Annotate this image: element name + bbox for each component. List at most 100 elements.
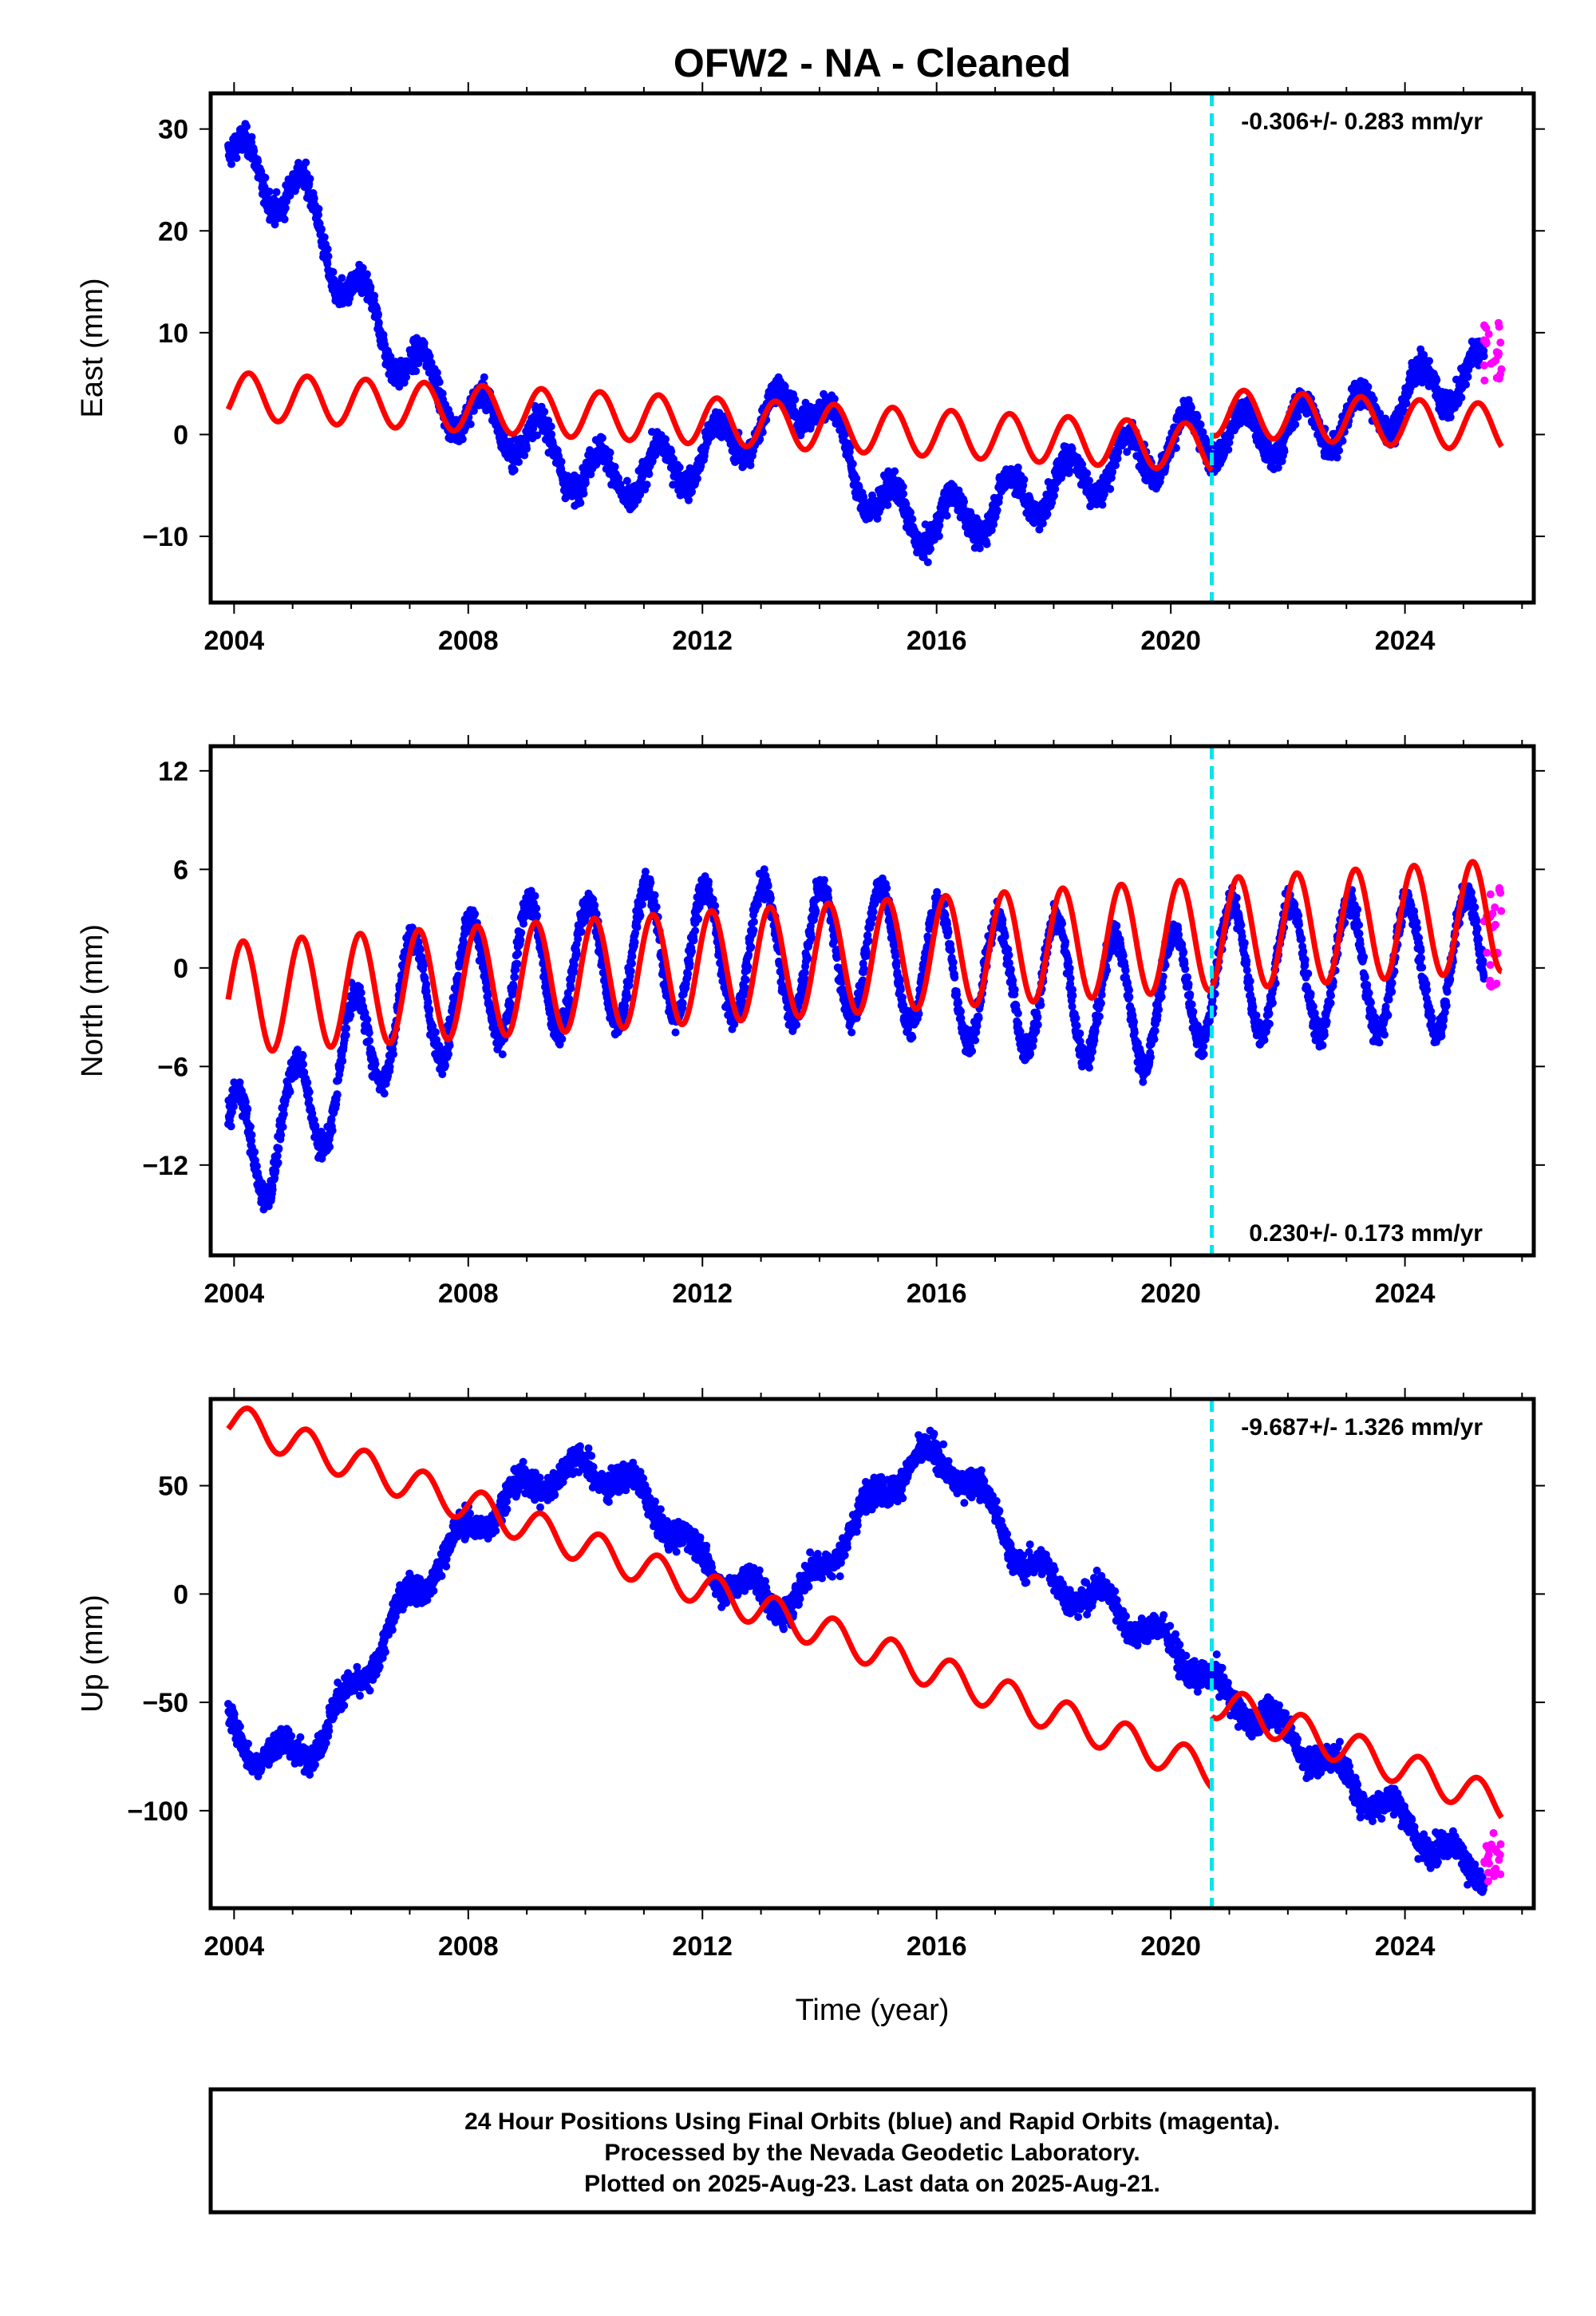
- data-point: [873, 514, 882, 523]
- data-point: [1333, 453, 1341, 462]
- data-point: [306, 175, 314, 183]
- data-point: [329, 267, 338, 276]
- data-point: [636, 490, 645, 499]
- data-point: [424, 998, 433, 1006]
- data-point: [1013, 463, 1022, 472]
- data-point: [830, 394, 839, 403]
- rapid-data-point: [1479, 361, 1488, 370]
- data-point: [670, 455, 678, 464]
- data-point: [422, 980, 431, 989]
- data-point: [229, 1102, 238, 1111]
- data-point: [250, 147, 259, 156]
- data-point: [323, 245, 332, 254]
- data-point: [547, 430, 556, 439]
- data-point: [386, 352, 395, 361]
- y-tick-label: 30: [158, 115, 188, 145]
- rapid-data-point: [1480, 376, 1489, 385]
- data-point: [1369, 395, 1378, 404]
- data-point: [516, 936, 525, 944]
- data-point: [310, 194, 318, 203]
- data-point: [435, 377, 444, 386]
- data-point: [324, 252, 333, 261]
- data-point: [279, 1123, 287, 1131]
- data-point: [942, 512, 951, 520]
- data-point: [433, 369, 441, 377]
- data-point: [380, 1089, 389, 1098]
- data-point: [438, 1070, 447, 1078]
- data-point: [1425, 357, 1433, 366]
- data-point: [419, 961, 428, 970]
- data-point: [515, 457, 523, 466]
- data-point: [365, 1029, 373, 1037]
- data-point: [480, 373, 488, 381]
- data-point: [891, 467, 899, 476]
- data-point: [366, 283, 375, 291]
- data-point: [305, 1088, 314, 1097]
- rapid-data-point: [1494, 318, 1503, 327]
- data-point: [338, 1057, 347, 1065]
- x-tick-label: 2024: [1375, 626, 1436, 656]
- data-point: [323, 259, 332, 268]
- data-point: [280, 215, 289, 223]
- data-point: [675, 463, 684, 472]
- data-point: [286, 1088, 294, 1096]
- data-point: [1050, 492, 1058, 500]
- data-point: [1112, 461, 1120, 469]
- data-point: [622, 476, 631, 485]
- data-point: [302, 158, 310, 167]
- data-point: [923, 558, 932, 567]
- data-point: [1085, 476, 1093, 485]
- data-point: [1193, 413, 1202, 421]
- data-point: [610, 462, 619, 471]
- data-point: [342, 1024, 351, 1033]
- data-point: [277, 1131, 286, 1140]
- data-point: [438, 389, 447, 398]
- data-point: [374, 318, 383, 327]
- data-point: [693, 474, 701, 483]
- data-point: [519, 919, 527, 928]
- data-point: [533, 911, 541, 920]
- data-point: [1224, 445, 1233, 454]
- data-point: [557, 457, 566, 466]
- data-point: [227, 160, 235, 168]
- y-tick-label: 0: [173, 420, 188, 450]
- data-point: [1457, 393, 1466, 402]
- data-point: [374, 310, 382, 318]
- data-point: [975, 544, 984, 552]
- data-point: [848, 460, 857, 468]
- data-point: [883, 500, 892, 509]
- data-point: [899, 489, 908, 498]
- data-point: [531, 891, 539, 900]
- data-point: [993, 506, 1001, 515]
- data-point: [425, 352, 434, 361]
- data-point: [1035, 525, 1044, 534]
- data-point: [746, 461, 755, 469]
- data-point: [1083, 469, 1092, 477]
- data-point: [281, 204, 290, 212]
- data-point: [274, 1159, 282, 1167]
- data-point: [642, 480, 651, 489]
- y-axis-label: East (mm): [76, 278, 109, 417]
- data-point: [579, 489, 588, 498]
- data-point: [247, 1131, 256, 1139]
- data-point: [685, 496, 693, 504]
- data-point: [1098, 500, 1107, 509]
- data-point: [1187, 403, 1195, 412]
- data-point: [265, 188, 274, 196]
- rapid-data-point: [1496, 370, 1504, 379]
- data-point: [662, 435, 670, 444]
- data-point: [232, 154, 241, 162]
- data-point: [441, 1061, 449, 1070]
- x-tick-label: 2016: [907, 626, 967, 656]
- data-point: [363, 1015, 372, 1024]
- data-point: [511, 973, 519, 982]
- data-point: [523, 445, 531, 453]
- data-point: [444, 1049, 452, 1058]
- data-point: [598, 433, 606, 442]
- rapid-data-point: [1487, 359, 1495, 368]
- data-point: [1114, 448, 1123, 456]
- data-point: [1108, 468, 1116, 476]
- x-tick-label: 2008: [438, 626, 499, 656]
